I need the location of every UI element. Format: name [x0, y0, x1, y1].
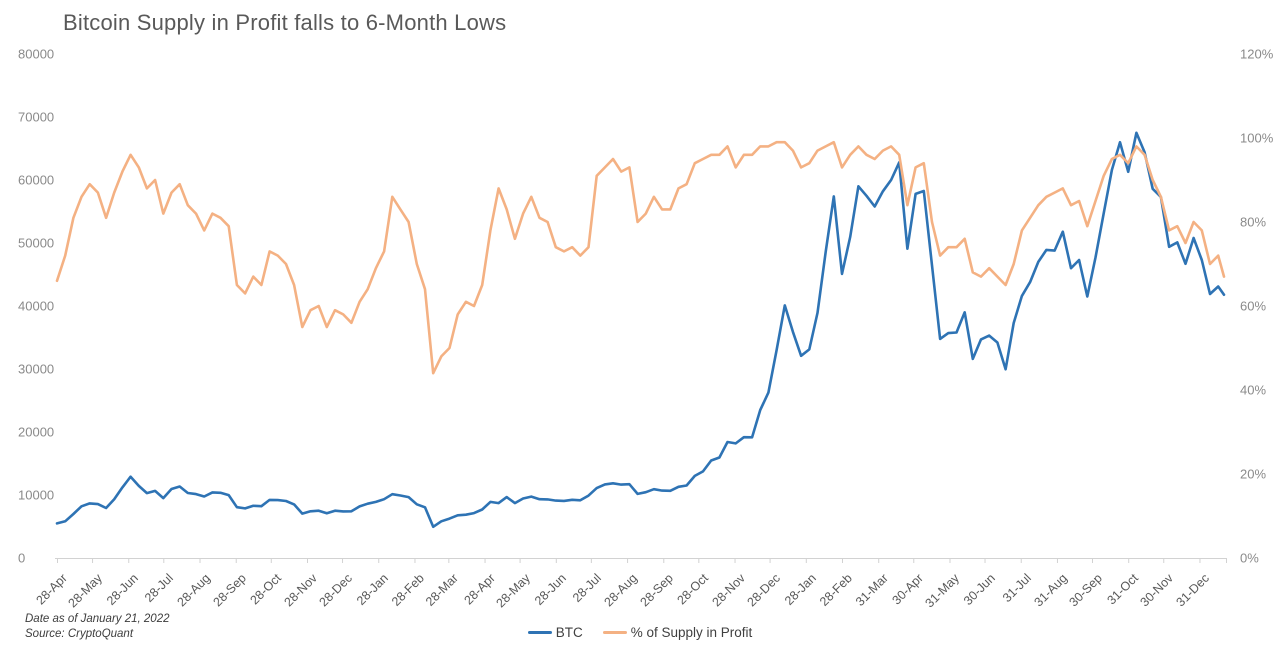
y-right-tick-label: 40% — [1240, 382, 1267, 398]
y-left-tick-label: 60000 — [18, 172, 55, 188]
y-left-tick-label: 40000 — [18, 298, 55, 314]
y-left-tick-label: 10000 — [18, 487, 55, 503]
x-axis — [55, 558, 1227, 563]
y-left-tick-label: 50000 — [18, 235, 55, 251]
y-right-tick-label: 100% — [1240, 130, 1274, 146]
y-right-tick-label: 0% — [1240, 550, 1259, 566]
supply-in-profit-line — [55, 140, 1226, 375]
y-right-tick-label: 20% — [1240, 466, 1267, 482]
y-right-tick-label: 120% — [1240, 46, 1274, 62]
legend: BTC % of Supply in Profit — [0, 625, 1280, 640]
y-left-tick-label: 20000 — [18, 424, 55, 440]
legend-item: % of Supply in Profit — [602, 625, 753, 640]
legend-label: BTC — [555, 625, 583, 640]
legend-item: BTC — [527, 625, 583, 640]
btc-legend-swatch — [527, 630, 552, 635]
supply-legend-swatch — [602, 630, 627, 635]
y-left-tick-label: 80000 — [18, 46, 55, 62]
legend-label: % of Supply in Profit — [630, 625, 753, 640]
y-left-tick-label: 30000 — [18, 361, 55, 377]
chart-title: Bitcoin Supply in Profit falls to 6-Mont… — [63, 10, 507, 35]
y-left-tick-label: 70000 — [18, 109, 55, 125]
series-lines — [55, 131, 1226, 529]
footnote-date: Date as of January 21, 2022 — [25, 613, 170, 625]
y-right-tick-label: 80% — [1240, 214, 1267, 230]
chart-footnote: Date as of January 21, 2022 Source: Cryp… — [25, 612, 170, 642]
y-right-tick-label: 60% — [1240, 298, 1267, 314]
btc-line — [55, 131, 1226, 529]
y-left-tick-label: 0 — [18, 550, 26, 566]
footnote-source: Source: CryptoQuant — [25, 628, 134, 640]
